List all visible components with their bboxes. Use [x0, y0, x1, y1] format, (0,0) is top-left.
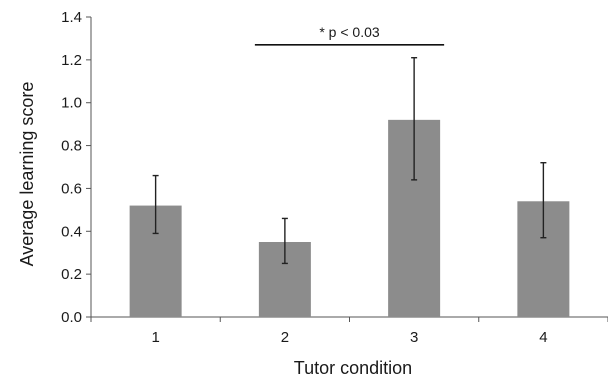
- y-tick-label: 0.0: [61, 309, 82, 326]
- significance-label: * p < 0.03: [319, 24, 380, 40]
- x-axis-title: Tutor condition: [294, 358, 412, 378]
- y-tick-label: 0.8: [61, 138, 82, 155]
- x-tick-label: 3: [410, 329, 418, 346]
- y-tick-label: 0.4: [61, 223, 82, 240]
- y-axis-title: Average learning score: [17, 82, 37, 267]
- y-tick-label: 1.2: [61, 52, 82, 69]
- plot-area: 0.0 0.2 0.4 0.6 0.8 1.0 1.2 1.4 1 2 3 4: [61, 9, 608, 346]
- y-tick-label: 0.6: [61, 180, 82, 197]
- x-tick-label: 1: [151, 329, 159, 346]
- y-tick-label: 0.2: [61, 266, 82, 283]
- y-tick-label: 1.0: [61, 95, 82, 112]
- x-tick-label: 4: [539, 329, 547, 346]
- y-tick-label: 1.4: [61, 9, 82, 26]
- x-tick-label: 2: [281, 329, 289, 346]
